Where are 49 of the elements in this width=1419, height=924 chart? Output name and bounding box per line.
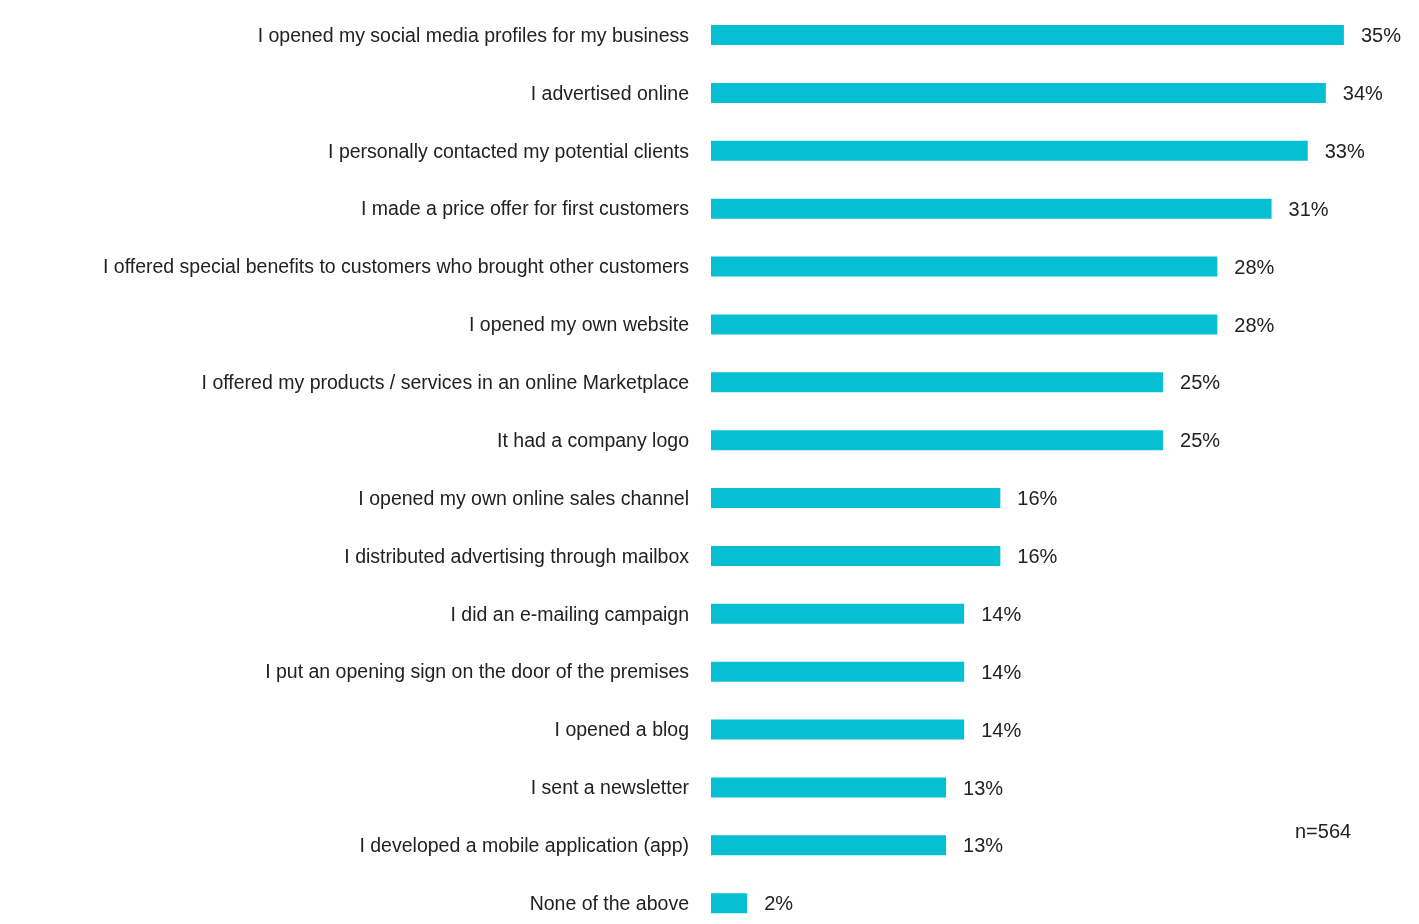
y-tick-label: I made a price offer for first customers xyxy=(360,197,690,220)
y-tick-label: I opened my own online sales channel xyxy=(358,486,689,509)
data-label: 2% xyxy=(764,892,794,915)
y-tick-label: I distributed advertising through mailbox xyxy=(344,544,690,567)
data-label: 28% xyxy=(1234,255,1275,278)
y-tick-label: I offered my products / services in an online Marketplace xyxy=(201,371,689,394)
y-tick-label: I advertised online xyxy=(530,81,689,104)
data-label: 16% xyxy=(1017,545,1058,568)
bar xyxy=(711,25,1344,46)
data-label: 35% xyxy=(1360,24,1402,47)
data-label: 16% xyxy=(1017,487,1058,510)
y-tick-label: I sent a newsletter xyxy=(530,776,690,799)
y-tick-label: I opened my social media profiles for my business xyxy=(257,23,690,46)
data-label: 13% xyxy=(963,776,1004,799)
y-tick-label: I personally contacted my potential clients xyxy=(328,139,690,162)
data-label: 14% xyxy=(981,602,1022,625)
y-tick-label: None of the above xyxy=(529,891,689,914)
data-label: 34% xyxy=(1342,82,1384,105)
bar xyxy=(711,198,1272,219)
bar xyxy=(711,893,748,914)
bar xyxy=(711,430,1164,451)
data-label: 25% xyxy=(1180,429,1221,452)
y-tick-label: I put an opening sign on the door of the premises xyxy=(265,660,690,683)
bar xyxy=(711,82,1326,103)
bar xyxy=(711,603,965,624)
y-tick-label: I offered special benefits to customers who brought other customers xyxy=(102,255,690,278)
bar xyxy=(711,314,1218,335)
data-label: 28% xyxy=(1234,313,1275,336)
y-tick-label: I opened a blog xyxy=(554,718,689,741)
y-tick-label: I opened my own website xyxy=(468,313,689,336)
bar xyxy=(711,488,1001,509)
bar xyxy=(711,777,947,798)
bar xyxy=(711,256,1218,277)
y-tick-label: It had a company logo xyxy=(497,428,690,451)
data-label: 14% xyxy=(981,660,1022,683)
annotation: n=564 xyxy=(1295,820,1352,843)
data-label: 14% xyxy=(981,718,1022,741)
bar xyxy=(711,719,965,740)
bar xyxy=(711,372,1164,393)
data-label: 25% xyxy=(1180,371,1221,394)
data-label: 31% xyxy=(1288,197,1329,220)
bar xyxy=(711,545,1001,566)
data-label: 33% xyxy=(1324,139,1365,162)
bar xyxy=(711,661,965,682)
y-tick-label: I developed a mobile application (app) xyxy=(359,834,689,857)
bar xyxy=(711,140,1308,161)
y-tick-label: I did an e-mailing campaign xyxy=(450,602,689,625)
bar xyxy=(711,835,947,856)
data-label: 13% xyxy=(963,834,1004,857)
